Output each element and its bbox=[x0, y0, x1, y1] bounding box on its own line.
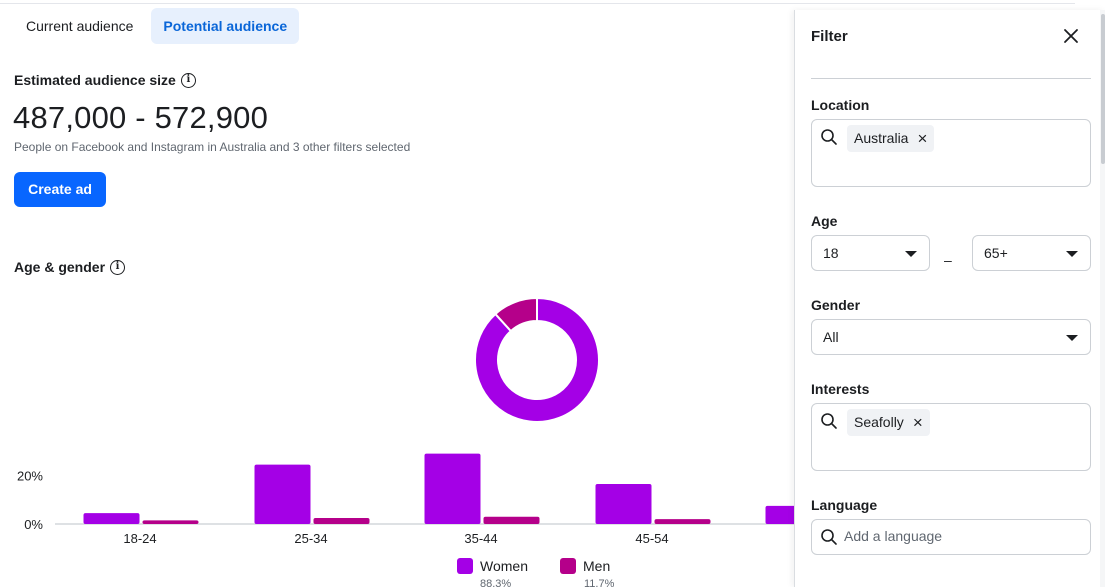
age-gender-title: Age & gender bbox=[14, 259, 106, 275]
chevron-down-icon bbox=[1066, 251, 1078, 257]
filter-divider bbox=[811, 78, 1091, 79]
location-chip-label: Australia bbox=[854, 130, 909, 146]
chevron-down-icon bbox=[905, 251, 917, 257]
filter-panel: Filter Location Australia × Age 18 – 65+ bbox=[794, 10, 1105, 587]
y-tick-label: 20% bbox=[17, 469, 43, 484]
legend-men: Men bbox=[560, 558, 610, 574]
legend-men-pct: 11.7% bbox=[584, 578, 615, 587]
bar-men-35-44 bbox=[483, 516, 540, 524]
interests-chip-label: Seafolly bbox=[854, 414, 904, 430]
age-max-select[interactable]: 65+ bbox=[972, 235, 1091, 271]
interests-input[interactable]: Seafolly × bbox=[811, 403, 1091, 471]
top-divider bbox=[0, 0, 1075, 4]
estimated-audience-heading: Estimated audience size i bbox=[14, 72, 196, 88]
gender-label: Gender bbox=[811, 297, 861, 313]
language-placeholder: Add a language bbox=[844, 528, 943, 544]
bar-men-18-24 bbox=[142, 520, 199, 524]
create-ad-button[interactable]: Create ad bbox=[14, 172, 106, 207]
location-input[interactable]: Australia × bbox=[811, 119, 1091, 187]
language-input[interactable]: Add a language bbox=[811, 519, 1091, 555]
panel-scroll-thumb[interactable] bbox=[1101, 14, 1105, 164]
audience-tabs: Current audience Potential audience bbox=[14, 8, 300, 44]
x-tick-label: 25-34 bbox=[294, 531, 327, 546]
x-tick-label: 45-54 bbox=[635, 531, 668, 546]
interests-chip: Seafolly × bbox=[847, 409, 930, 436]
search-icon bbox=[821, 413, 837, 429]
y-tick-label: 0% bbox=[24, 517, 43, 532]
donut-slice-men bbox=[494, 297, 538, 333]
search-icon bbox=[821, 529, 837, 545]
info-icon[interactable]: i bbox=[180, 72, 196, 88]
age-max-value: 65+ bbox=[984, 245, 1008, 261]
age-gender-heading: Age & gender i bbox=[14, 259, 126, 275]
age-label: Age bbox=[811, 213, 838, 229]
bar-men-25-34 bbox=[313, 517, 370, 524]
bar-women-55-64 bbox=[765, 505, 795, 524]
interests-label: Interests bbox=[811, 381, 870, 397]
donut-slice-women bbox=[474, 297, 600, 423]
women-swatch bbox=[457, 558, 473, 574]
bar-women-25-34 bbox=[254, 464, 311, 524]
legend-women-label: Women bbox=[480, 558, 528, 574]
panel-scrollbar[interactable] bbox=[1100, 10, 1105, 587]
audience-size-range: 487,000 - 572,900 bbox=[13, 100, 269, 135]
age-min-value: 18 bbox=[823, 245, 839, 261]
men-swatch bbox=[560, 558, 576, 574]
language-label: Language bbox=[811, 497, 878, 513]
x-tick-label: 18-24 bbox=[123, 531, 156, 546]
close-icon[interactable] bbox=[1061, 26, 1081, 46]
info-icon[interactable]: i bbox=[110, 259, 126, 275]
audience-description: People on Facebook and Instagram in Aust… bbox=[14, 140, 411, 154]
gender-donut-chart bbox=[474, 297, 600, 423]
remove-location-icon[interactable]: × bbox=[917, 129, 928, 148]
bar-men-45-54 bbox=[654, 519, 711, 524]
gender-value: All bbox=[823, 329, 839, 345]
location-label: Location bbox=[811, 97, 870, 113]
tab-potential-audience[interactable]: Potential audience bbox=[151, 8, 300, 44]
legend-women: Women bbox=[457, 558, 528, 574]
location-chip: Australia × bbox=[847, 125, 935, 152]
x-tick-label: 35-44 bbox=[464, 531, 497, 546]
estimated-audience-title: Estimated audience size bbox=[14, 72, 176, 88]
filter-title: Filter bbox=[811, 28, 848, 45]
search-icon bbox=[821, 129, 837, 145]
legend-men-label: Men bbox=[583, 558, 611, 574]
tab-current-audience[interactable]: Current audience bbox=[26, 18, 134, 34]
age-min-select[interactable]: 18 bbox=[811, 235, 930, 271]
bar-women-45-54 bbox=[595, 483, 652, 524]
bar-women-35-44 bbox=[424, 453, 481, 524]
chevron-down-icon bbox=[1066, 335, 1078, 341]
bar-women-18-24 bbox=[83, 513, 140, 524]
remove-interest-icon[interactable]: × bbox=[912, 413, 923, 432]
gender-select[interactable]: All bbox=[811, 319, 1091, 355]
legend-women-pct: 88.3% bbox=[480, 578, 512, 587]
age-range-separator: – bbox=[944, 252, 952, 268]
